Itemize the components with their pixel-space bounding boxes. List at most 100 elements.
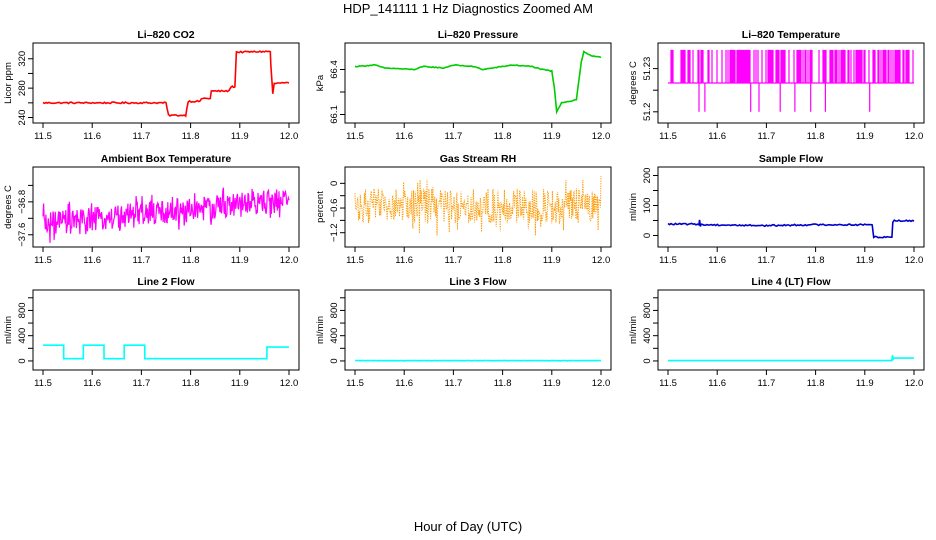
x-tick-label: 11.8 — [807, 378, 825, 389]
x-tick-label: 11.8 — [494, 378, 512, 389]
x-tick-label: 11.6 — [83, 131, 101, 142]
series-line — [354, 176, 602, 236]
plot-frame — [32, 166, 300, 248]
panel-y-axis-label: degrees C — [628, 61, 639, 105]
chart-panel-5: Gas Stream RH percent 11.5 11.6 11.7 11.8 11.9… — [315, 153, 612, 266]
y-tick-label: 800 — [329, 302, 340, 318]
panel-y-axis-label: kPa — [315, 74, 326, 91]
x-tick-label: 11.6 — [395, 255, 413, 266]
y-tick-label: −36.8 — [17, 190, 28, 214]
x-tick-label: 11.9 — [231, 378, 249, 389]
y-tick-label: −0.6 — [329, 199, 340, 218]
x-tick-label: 11.9 — [543, 378, 561, 389]
plot-frame — [657, 42, 925, 124]
data-series — [42, 50, 290, 118]
x-tick-label: 11.9 — [856, 131, 874, 142]
x-tick-label: 11.9 — [543, 131, 561, 142]
x-tick-label: 11.6 — [708, 131, 726, 142]
x-tick-label: 11.8 — [807, 255, 825, 266]
y-tick-label: −1.2 — [329, 223, 340, 242]
data-series — [668, 355, 914, 362]
x-tick-label: 11.9 — [856, 378, 874, 389]
x-tick-label: 11.5 — [346, 131, 364, 142]
data-series — [354, 50, 602, 115]
panel-y-axis-label: ml/min — [628, 316, 639, 344]
x-tick-label: 11.5 — [34, 131, 52, 142]
x-tick-label: 11.8 — [494, 255, 512, 266]
x-tick-label: 12.0 — [592, 255, 611, 266]
panel-title: Ambient Box Temperature — [101, 153, 232, 165]
x-tick-label: 11.6 — [83, 255, 101, 266]
chart-panel-4: Ambient Box Temperature degrees C 11.5 11.6… — [3, 153, 300, 266]
panel-y-axis-label: ml/min — [315, 316, 326, 344]
x-tick-label: 12.0 — [905, 255, 924, 266]
chart-panel-6: Sample Flow ml/min 11.5 11.6 11.7 11.8 11.9 12.… — [628, 153, 925, 266]
chart-panel-2: Li–820 Pressure kPa 11.5 11.6 11.7 11.8 11.9 12… — [315, 29, 612, 142]
y-tick-label: 0 — [329, 358, 340, 363]
y-tick-label: 400 — [642, 328, 653, 344]
y-tick-label: 280 — [17, 80, 28, 96]
x-tick-label: 11.7 — [445, 255, 463, 266]
x-tick-label: 11.9 — [856, 255, 874, 266]
data-series — [42, 187, 290, 243]
x-tick-label: 11.7 — [133, 131, 151, 142]
panel-title: Gas Stream RH — [440, 153, 516, 165]
series-line — [42, 50, 290, 118]
panel-y-axis-label: ml/min — [628, 193, 639, 221]
x-tick-label: 11.8 — [182, 378, 200, 389]
x-tick-label: 11.9 — [231, 255, 249, 266]
series-line — [668, 49, 914, 112]
y-tick-label: 800 — [17, 302, 28, 318]
y-tick-label: 0 — [329, 181, 340, 186]
chart-panel-9: Line 4 (LT) Flow ml/min 11.5 11.6 11.7 11.8 11… — [628, 276, 925, 389]
x-tick-label: 11.6 — [708, 255, 726, 266]
data-series — [667, 219, 915, 239]
x-tick-label: 11.7 — [758, 255, 776, 266]
x-tick-label: 11.5 — [659, 378, 677, 389]
x-tick-label: 12.0 — [280, 255, 299, 266]
panel-title: Li–820 Pressure — [438, 29, 519, 41]
plot-frame — [657, 289, 925, 371]
x-tick-label: 11.7 — [133, 255, 151, 266]
x-tick-label: 11.6 — [83, 378, 101, 389]
x-tick-label: 11.7 — [133, 378, 151, 389]
panel-title: Li–820 CO2 — [137, 29, 194, 41]
x-tick-label: 11.8 — [182, 131, 200, 142]
chart-panel-3: Li–820 Temperature degrees C 11.5 11.6 11.7 1… — [628, 29, 925, 142]
panel-title: Li–820 Temperature — [742, 29, 841, 41]
series-line — [354, 50, 602, 115]
plot-frame — [32, 42, 300, 124]
x-tick-label: 11.7 — [758, 378, 776, 389]
x-tick-label: 11.5 — [346, 255, 364, 266]
x-tick-label: 11.5 — [659, 255, 677, 266]
y-tick-label: 100 — [642, 198, 653, 214]
panel-title: Line 4 (LT) Flow — [751, 276, 831, 288]
y-tick-label: 0 — [642, 358, 653, 363]
x-tick-label: 12.0 — [592, 378, 611, 389]
y-tick-label: 66.4 — [329, 60, 340, 79]
x-tick-label: 11.7 — [445, 378, 463, 389]
y-tick-label: 0 — [17, 358, 28, 363]
data-series — [668, 49, 914, 112]
x-tick-label: 11.7 — [445, 131, 463, 142]
x-tick-label: 11.8 — [494, 131, 512, 142]
x-tick-label: 11.5 — [34, 255, 52, 266]
x-tick-label: 11.6 — [395, 378, 413, 389]
x-tick-label: 11.9 — [231, 131, 249, 142]
y-tick-label: 66.1 — [329, 105, 340, 124]
y-tick-label: −37.6 — [17, 223, 28, 247]
panel-y-axis-label: Licor ppm — [3, 62, 14, 104]
figure-x-axis-label: Hour of Day (UTC) — [414, 519, 522, 534]
x-tick-label: 11.7 — [758, 131, 776, 142]
figure-title: HDP_141111 1 Hz Diagnostics Zoomed AM — [343, 1, 593, 16]
x-tick-label: 11.8 — [807, 131, 825, 142]
data-series — [43, 344, 289, 360]
y-tick-label: 400 — [17, 328, 28, 344]
panel-grid: Li–820 CO2 Licor ppm 11.5 11.6 11.7 11.8 11.9 1… — [3, 29, 925, 389]
panel-title: Line 3 Flow — [449, 276, 507, 288]
panel-title: Sample Flow — [759, 153, 824, 165]
x-tick-label: 12.0 — [280, 378, 299, 389]
y-tick-label: 51.23 — [642, 57, 653, 81]
y-tick-label: 51.2 — [642, 103, 653, 122]
x-tick-label: 12.0 — [592, 131, 611, 142]
